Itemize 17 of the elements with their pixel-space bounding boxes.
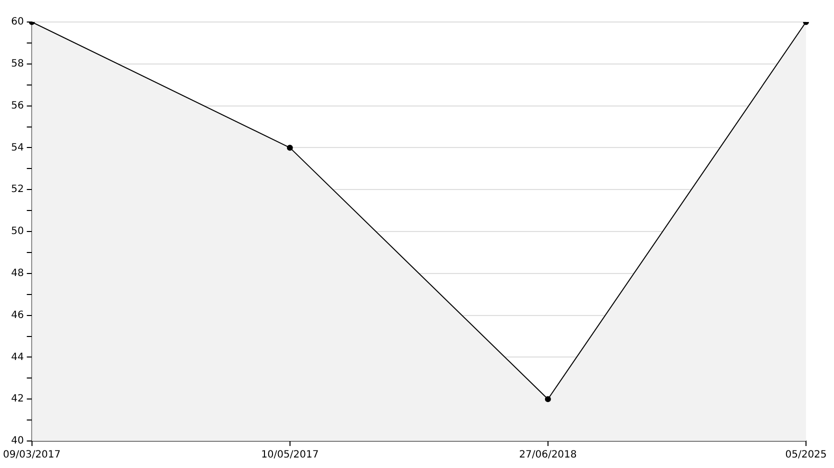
y-tick-label: 52	[11, 184, 24, 196]
point	[286, 144, 293, 151]
y-tick-label: 44	[11, 352, 24, 363]
y-tick-label: 58	[11, 58, 24, 70]
y-tick-label: 42	[11, 394, 24, 405]
y-tick-label: 56	[11, 100, 24, 112]
y-tick-label: 40	[11, 436, 24, 447]
y-tick-label: 54	[11, 142, 24, 154]
x-tick-label: 09/03/2017	[3, 450, 61, 461]
x-tick-label: 05/2025	[785, 450, 827, 461]
y-tick-label: 48	[11, 268, 24, 279]
y-tick-label: 50	[11, 226, 24, 238]
point	[544, 396, 551, 402]
y-tick-label: 46	[11, 310, 24, 321]
x-tick-label: 27/06/2018	[519, 450, 577, 461]
y-tick-label: 60	[11, 16, 24, 28]
x-tick-label: 10/05/2017	[261, 450, 319, 461]
